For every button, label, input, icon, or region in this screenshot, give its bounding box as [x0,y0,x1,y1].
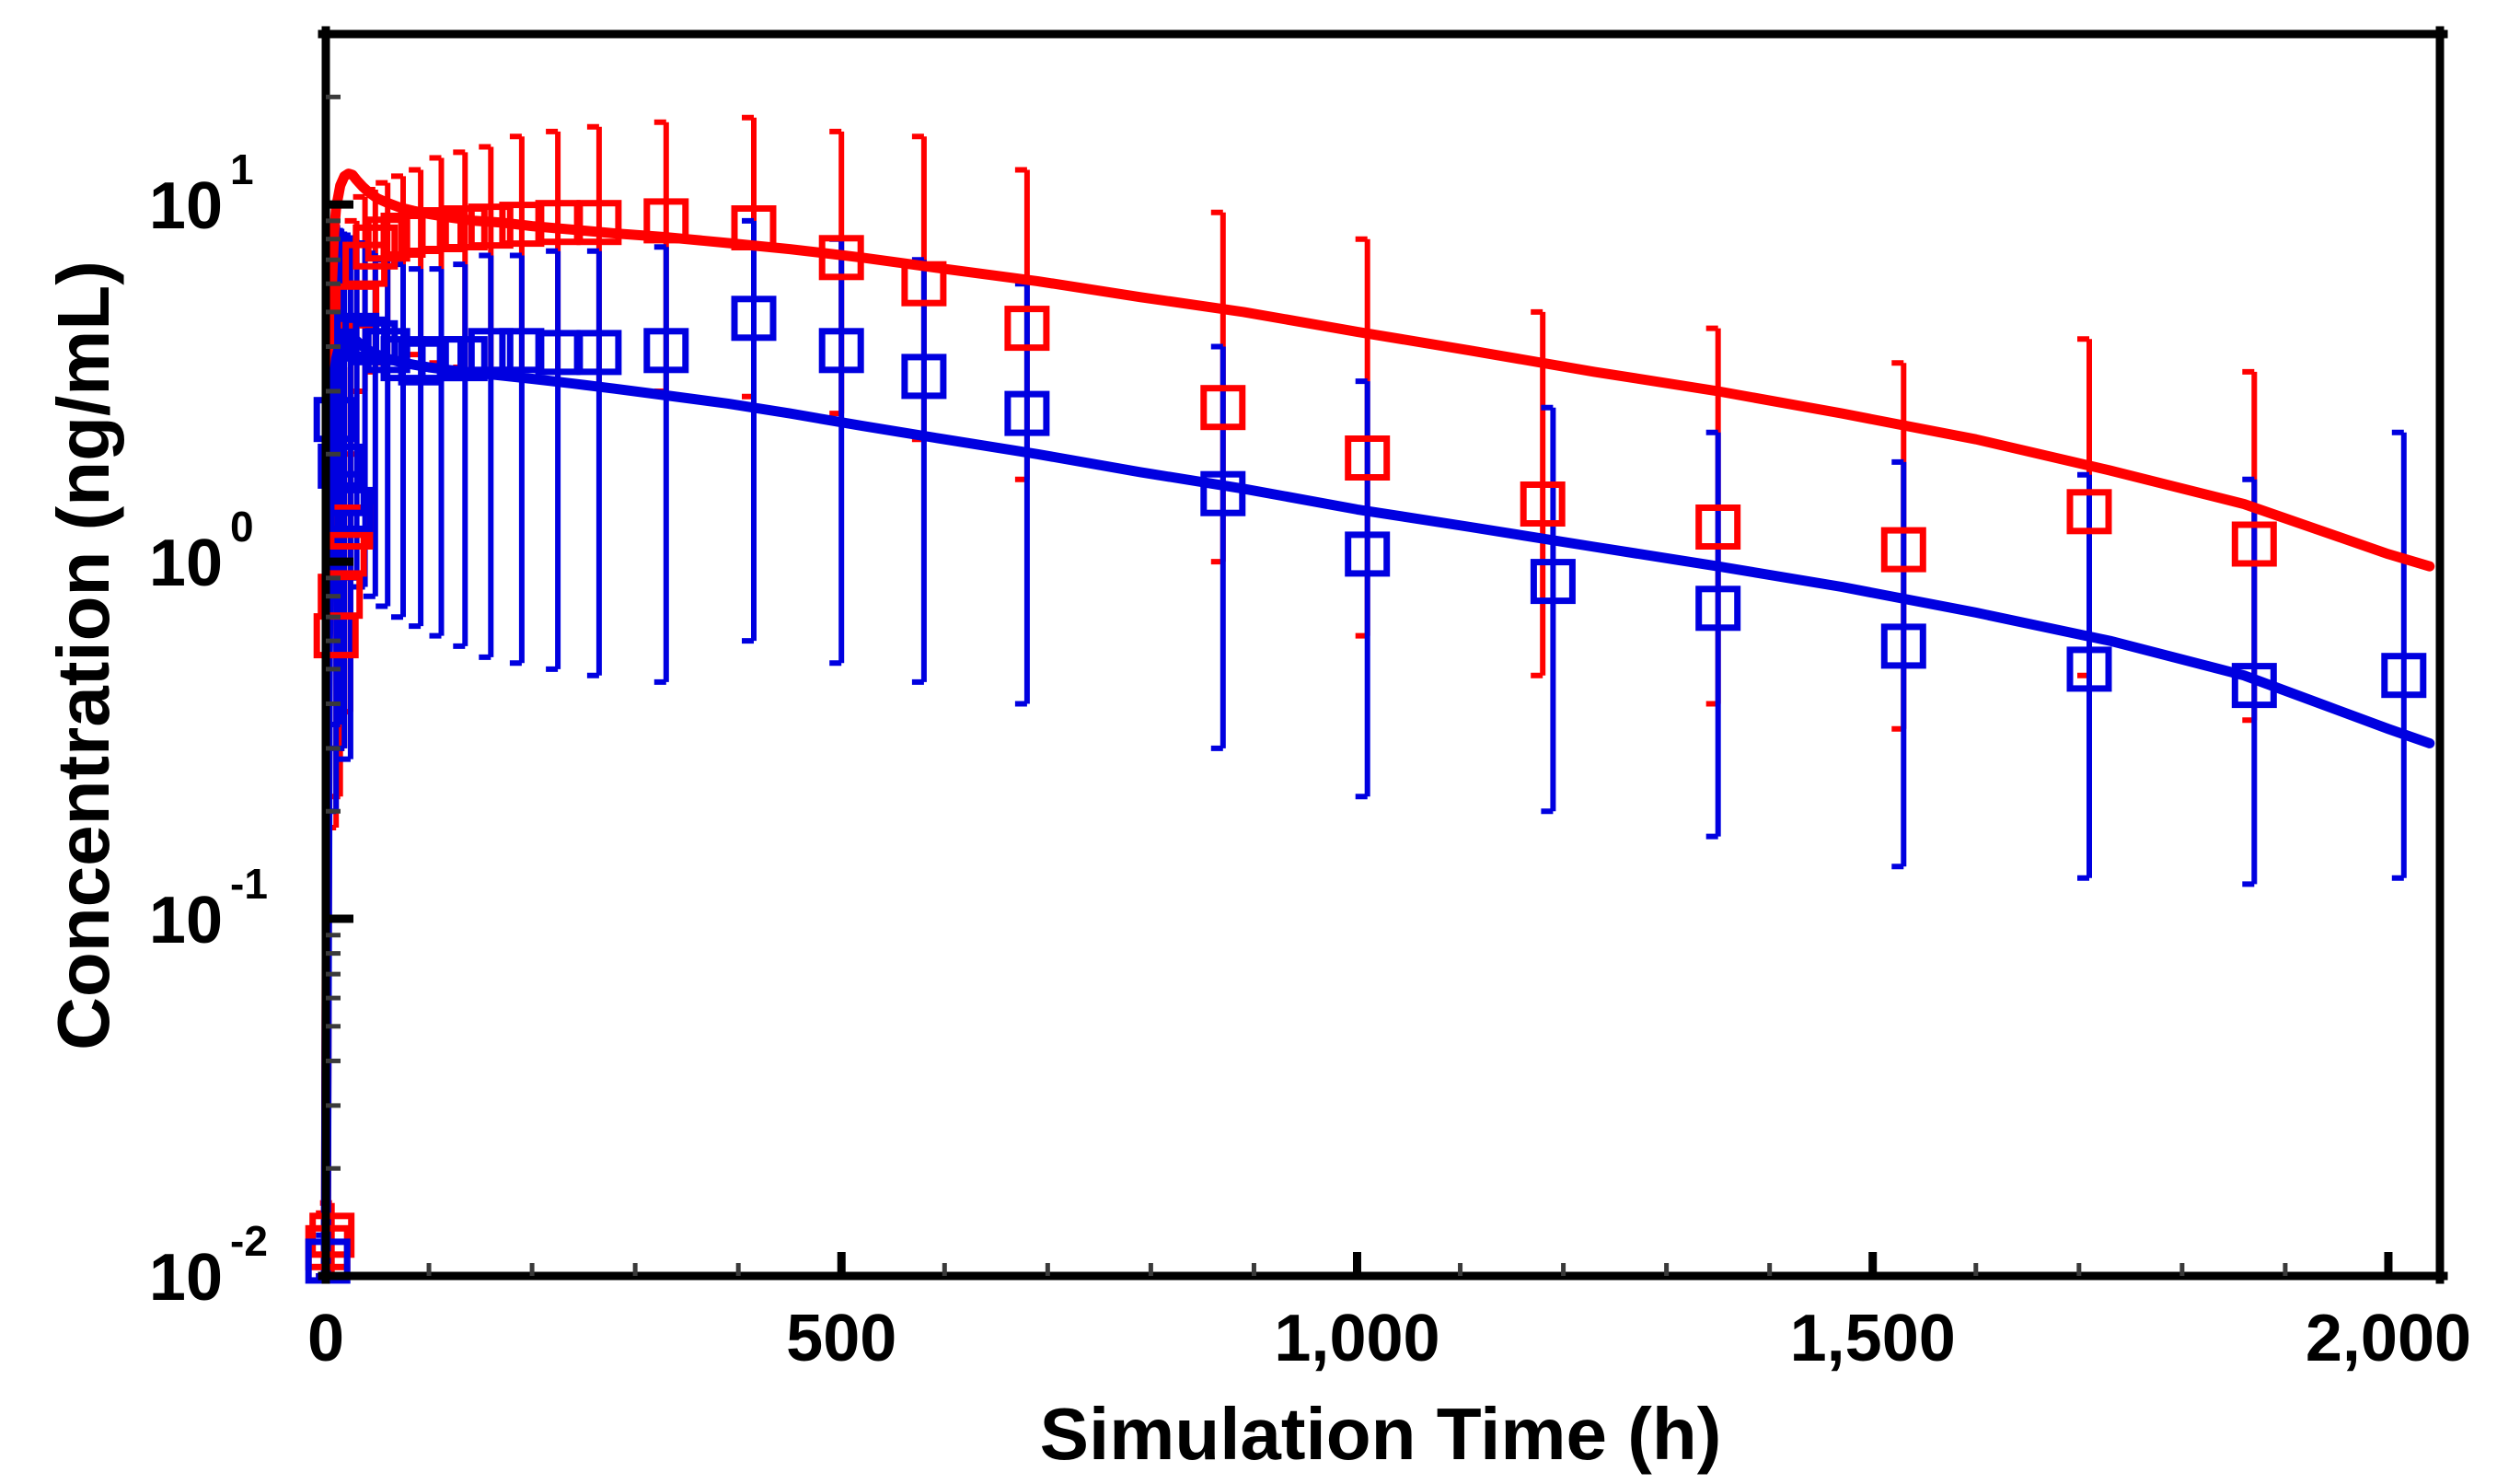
data-point-marker [576,200,622,246]
model-line [320,168,2435,1281]
data-point-marker [818,235,864,281]
data-point-marker [901,261,947,307]
x-axis-title: Simulation Time (h) [1040,1393,1722,1475]
y-tick-label-base: 10 [149,884,223,957]
error-bar [546,248,561,672]
y-tick-label-exponent: 0 [230,503,254,551]
y-tick-label-base: 10 [149,169,223,243]
data-point-marker [576,330,622,376]
data-point-marker [1520,481,1566,527]
error-bar [1531,308,1546,678]
data-point-marker [1345,531,1391,577]
data-point-marker [1530,559,1576,605]
data-point-marker [364,216,410,262]
data-point-marker [353,319,399,365]
data-point-marker [1200,470,1246,516]
y-axis-title: Concentration (ng/mL) [42,261,124,1050]
data-point-marker [468,328,514,374]
error-bar [453,261,468,649]
data-point-marker [419,207,464,252]
error-bar [409,266,424,630]
data-point-marker [313,397,359,443]
data-point-marker [442,336,488,382]
data-point-marker [1345,435,1391,481]
data-point-marker [364,328,410,374]
error-bar [1210,343,1226,751]
error-bar [1355,378,1370,800]
data-point-marker [419,336,464,382]
y-tick-label-exponent: 1 [230,145,254,193]
data-point-marker [901,354,947,400]
x-tick-label: 2,000 [2306,1302,2471,1375]
x-tick-label: 1,500 [1790,1302,1956,1375]
plot-background [322,30,2444,1280]
data-point-marker [2066,489,2112,535]
axis-ticks-layer [321,94,2393,1281]
data-point-marker [353,224,399,270]
data-point-marker [318,443,364,489]
data-point-marker [2066,646,2112,692]
data-point-marker [1004,306,1050,352]
data-point-marker [1695,585,1741,632]
data-point-marker [2231,521,2277,567]
y-tick-label-exponent: -2 [230,1217,268,1265]
error-bar [1541,404,1556,815]
data-point-marker [1695,504,1741,550]
data-point-marker [643,328,689,374]
x-tick-label: 500 [786,1302,896,1375]
data-point-marker [468,203,514,249]
data-markers-layer [305,198,2427,1284]
y-tick-label-exponent: -1 [230,860,268,908]
data-point-marker [2231,663,2277,709]
data-point-marker [1004,390,1050,436]
error-bar [1705,429,1721,840]
y-tick-label-base: 10 [149,1241,223,1315]
error-bar [429,266,445,639]
data-point-marker [1880,527,1926,573]
x-tick-label: 1,000 [1274,1302,1439,1375]
error-bar [479,252,494,660]
data-point-marker [2381,653,2427,699]
error-bar [586,248,602,678]
data-point-marker [818,328,864,374]
data-point-marker [309,1212,355,1258]
error-bar [653,244,669,685]
error-bar [509,252,525,667]
data-point-marker [1880,623,1926,669]
data-point-marker [731,296,777,342]
data-point-marker [1200,385,1246,431]
y-tick-label-base: 10 [149,527,223,600]
error-bar [742,217,757,644]
data-point-marker [731,205,777,250]
data-point-marker [643,198,689,244]
data-point-marker [328,486,374,532]
error-bar [2077,471,2092,881]
data-point-marker [442,205,488,250]
x-tick-label: 0 [307,1302,344,1375]
